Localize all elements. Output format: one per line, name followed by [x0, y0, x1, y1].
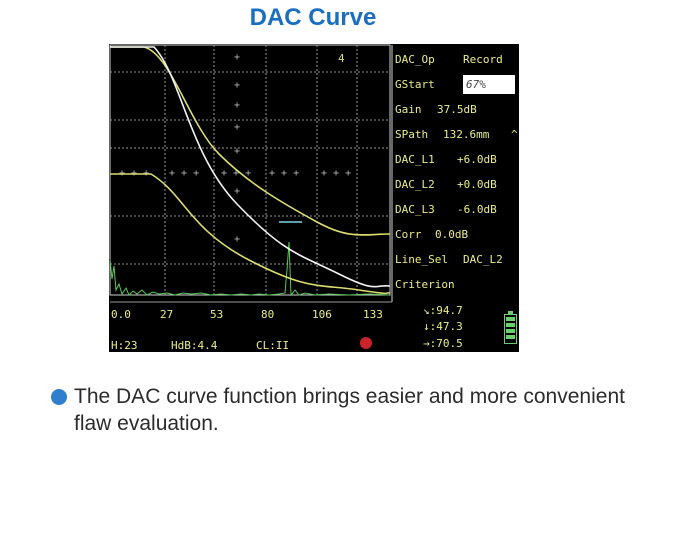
svg-text:+: +: [234, 186, 240, 197]
menu-item-dac-l2[interactable]: DAC_L2 +0.0dB: [395, 178, 497, 191]
scroll-up-icon[interactable]: ^: [511, 128, 518, 141]
menu-item-dac-l1[interactable]: DAC_L1 +6.0dB: [395, 153, 497, 166]
arrow-diagonal-icon: ↘: [423, 304, 430, 317]
axis-tick-label: 27: [160, 308, 174, 321]
svg-text:+: +: [234, 146, 240, 157]
svg-text:+ + +: + + +: [269, 168, 299, 179]
dac-curve-middle: [110, 46, 391, 288]
axis-tick-label: 106: [312, 308, 332, 321]
svg-text:+: +: [234, 100, 240, 111]
a-scan-display: +++ +++ + + + + + + + + + + + + + + + +: [109, 44, 393, 303]
dac-curve-lower: [110, 173, 391, 295]
menu-item-gain[interactable]: Gain 37.5dB: [395, 103, 477, 116]
readout-surface: →:70.5: [423, 337, 463, 350]
arrow-right-icon: →: [423, 337, 430, 350]
battery-icon: [504, 311, 517, 344]
axis-tick-label: 53: [210, 308, 224, 321]
axis-tick-label: 0.0: [111, 308, 131, 321]
echo-trace: [109, 241, 390, 297]
svg-text:+ + +: + + +: [221, 168, 251, 179]
dac-curve-upper: [110, 46, 391, 236]
menu-item-line-sel[interactable]: Line_Sel DAC_L2: [395, 253, 503, 266]
grid-vertical: [164, 45, 358, 295]
record-indicator-icon: [360, 337, 372, 349]
page-title: DAC Curve: [249, 4, 377, 31]
svg-text:+: +: [234, 122, 240, 133]
axis-tick-label: 133: [363, 308, 383, 321]
bullet-icon: [51, 389, 67, 405]
arrow-down-icon: ↓: [423, 320, 430, 333]
status-height: H:23: [111, 339, 138, 352]
menu-item-criterion[interactable]: Criterion: [395, 278, 455, 291]
menu-item-corr[interactable]: Corr 0.0dB: [395, 228, 469, 241]
gstart-input[interactable]: 67%: [463, 75, 515, 94]
svg-text:+: +: [234, 234, 240, 245]
status-cl: CL:II: [256, 339, 290, 352]
menu-item-gstart[interactable]: GStart 67%: [395, 72, 519, 97]
axis-tick-label: 80: [261, 308, 275, 321]
svg-text:+ + +: + + +: [169, 168, 199, 179]
feature-description: The DAC curve function brings easier and…: [51, 383, 664, 437]
gate-number: 4: [338, 52, 345, 65]
svg-text:+ + +: + + +: [321, 168, 351, 179]
svg-text:+: +: [234, 80, 240, 91]
menu-item-dac-op[interactable]: DAC_Op Record: [395, 53, 503, 66]
status-hdb: HdB:4.4: [171, 339, 218, 352]
readout-soundpath: ↘:94.7: [423, 304, 463, 317]
readout-depth: ↓:47.3: [423, 320, 463, 333]
svg-text:+: +: [234, 52, 240, 63]
menu-item-spath[interactable]: SPath 132.6mm ^: [395, 122, 519, 147]
flaw-detector-screen: + + + + + + + + + + + + + + + + + + + + + + 4 D…: [109, 44, 519, 352]
menu-item-dac-l3[interactable]: DAC_L3 -6.0dB: [395, 203, 497, 216]
